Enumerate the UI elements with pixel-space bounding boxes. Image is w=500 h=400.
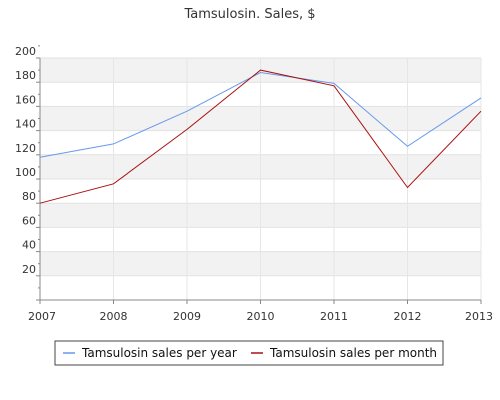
x-tick-label: 2012	[394, 310, 422, 323]
y-tick-label: 180	[15, 69, 36, 82]
axes	[36, 45, 482, 304]
legend-label-0: Tamsulosin sales per year	[81, 346, 237, 360]
series-line-0	[39, 71, 482, 158]
x-tick-labels: 2007 2008 2009 2010 2011 2012 2013	[28, 310, 493, 323]
series-lines	[39, 69, 482, 204]
y-tick-label: 60	[22, 214, 36, 227]
y-tick-label: 100	[15, 166, 36, 179]
y-tick-label: 140	[15, 118, 36, 131]
series-line-1	[39, 69, 482, 204]
y-tick-label: 160	[15, 93, 36, 106]
x-tick-label: 2009	[173, 310, 201, 323]
legend-box	[54, 340, 444, 366]
y-tick-label: 40	[22, 239, 36, 252]
y-tick-labels: 20 40 60 80 100 120 140 160 180 200	[15, 45, 36, 276]
legend: Tamsulosin sales per year Tamsulosin sale…	[54, 340, 444, 366]
gridlines	[39, 57, 482, 300]
x-tick-label: 2008	[100, 310, 128, 323]
legend-label-1: Tamsulosin sales per month	[269, 346, 437, 360]
x-tick-label: 2013	[465, 310, 493, 323]
y-tick-label: 20	[22, 263, 36, 276]
x-tick-label: 2007	[28, 310, 56, 323]
chart-title: Tamsulosin. Sales, $	[183, 7, 315, 22]
x-tick-label: 2011	[320, 310, 348, 323]
y-tick-label: 200	[15, 45, 36, 58]
y-tick-label: 80	[22, 190, 36, 203]
y-tick-label: 120	[15, 142, 36, 155]
x-tick-label: 2010	[247, 310, 275, 323]
